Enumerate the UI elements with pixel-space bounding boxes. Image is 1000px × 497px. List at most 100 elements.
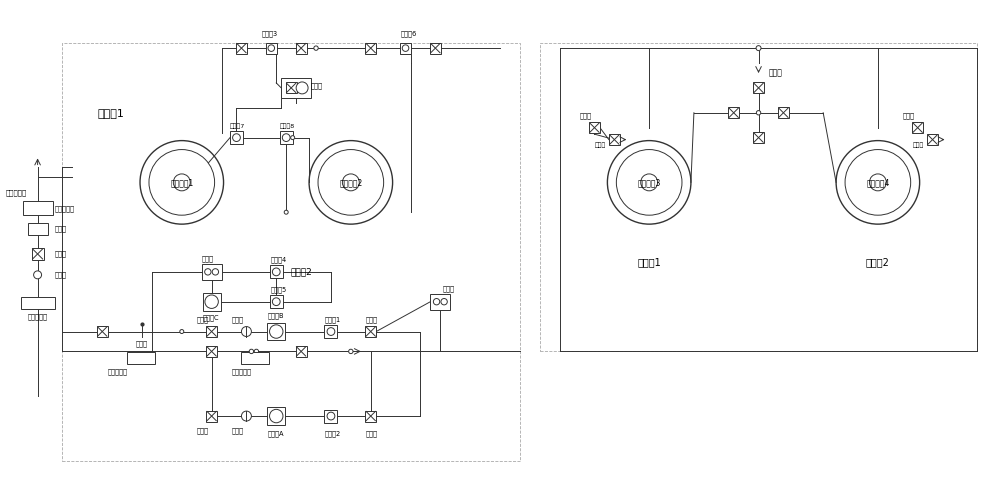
Text: 配液桶1: 配液桶1 <box>97 108 124 118</box>
Circle shape <box>241 411 251 421</box>
Circle shape <box>641 174 658 191</box>
Text: 智能传感器: 智能传感器 <box>232 368 252 375</box>
Bar <box>296 346 307 357</box>
Bar <box>270 265 283 278</box>
Circle shape <box>254 349 259 353</box>
Bar <box>28 223 48 235</box>
Circle shape <box>291 136 295 140</box>
Bar <box>23 201 53 215</box>
Bar <box>270 295 283 308</box>
Bar <box>609 134 620 145</box>
Text: 抽液泵A: 抽液泵A <box>267 431 284 437</box>
Circle shape <box>314 46 318 50</box>
Bar <box>778 107 789 118</box>
Text: 抽液泵C: 抽液泵C <box>203 314 219 321</box>
Bar <box>365 411 376 421</box>
Bar <box>912 122 923 133</box>
Text: 手动阀: 手动阀 <box>197 428 209 434</box>
Text: 液位计: 液位计 <box>136 340 148 347</box>
Circle shape <box>180 330 184 333</box>
Bar <box>753 83 764 93</box>
Text: 电磁阀4: 电磁阀4 <box>270 256 287 263</box>
Bar <box>230 131 243 144</box>
Bar <box>206 411 217 421</box>
Bar <box>324 410 337 422</box>
Circle shape <box>249 349 254 353</box>
Text: 冷凝水: 冷凝水 <box>768 69 782 78</box>
Bar <box>241 352 269 364</box>
Bar <box>365 326 376 337</box>
Circle shape <box>149 150 215 215</box>
Text: 单向阀: 单向阀 <box>232 316 244 323</box>
Circle shape <box>241 327 251 336</box>
Bar <box>430 43 441 54</box>
Text: 智能传感器: 智能传感器 <box>107 368 127 375</box>
Circle shape <box>284 210 288 214</box>
Text: 电磁阀2: 电磁阀2 <box>325 431 341 437</box>
Bar <box>400 43 411 54</box>
Bar <box>62 43 520 351</box>
Bar <box>296 43 307 54</box>
Bar <box>203 293 221 311</box>
Text: 电磁流量表: 电磁流量表 <box>55 205 75 212</box>
Bar <box>430 294 450 310</box>
Text: 输液主管道: 输液主管道 <box>6 189 27 196</box>
Circle shape <box>318 150 384 215</box>
Bar <box>927 134 938 145</box>
Text: 电磁阀7: 电磁阀7 <box>230 124 245 130</box>
Bar <box>236 43 247 54</box>
Bar <box>202 264 222 280</box>
Text: 放液管: 放液管 <box>55 250 67 257</box>
Text: 手动阀: 手动阀 <box>594 143 606 149</box>
Text: 电磁阀5: 电磁阀5 <box>270 286 287 293</box>
Text: 手动阀: 手动阀 <box>366 316 378 323</box>
Text: 智能传感器: 智能传感器 <box>28 313 48 320</box>
Bar <box>21 297 55 309</box>
Circle shape <box>607 141 691 224</box>
Bar <box>206 326 217 337</box>
Bar <box>540 43 977 351</box>
Bar <box>589 122 600 133</box>
Circle shape <box>845 150 911 215</box>
Bar <box>267 407 285 425</box>
Text: 配液桶2: 配液桶2 <box>290 267 312 276</box>
Bar <box>97 326 108 337</box>
Bar <box>286 83 297 93</box>
Text: 过滤器: 过滤器 <box>202 255 214 262</box>
Circle shape <box>173 174 190 191</box>
Text: 单向阀: 单向阀 <box>232 428 244 434</box>
Circle shape <box>309 141 393 224</box>
Text: 手动阀: 手动阀 <box>580 112 592 119</box>
Text: 原液桶1: 原液桶1 <box>637 257 661 267</box>
Text: 手动阀: 手动阀 <box>197 316 209 323</box>
Text: 电磁阀8: 电磁阀8 <box>280 124 295 130</box>
Bar <box>280 131 293 144</box>
Text: 电磁阀3: 电磁阀3 <box>261 30 277 36</box>
Circle shape <box>296 82 308 94</box>
Circle shape <box>756 46 761 51</box>
Circle shape <box>342 174 359 191</box>
Circle shape <box>140 141 224 224</box>
Bar <box>266 43 277 54</box>
Circle shape <box>34 271 42 279</box>
Text: 电磁阀6: 电磁阀6 <box>401 30 417 36</box>
Text: 手动阀: 手动阀 <box>366 431 378 437</box>
Bar <box>728 107 739 118</box>
Text: 电磁阀1: 电磁阀1 <box>325 316 341 323</box>
Text: 过滤器: 过滤器 <box>442 285 454 292</box>
Text: 搅拌电机1: 搅拌电机1 <box>170 178 193 187</box>
Bar <box>62 351 520 461</box>
Text: 补液泵: 补液泵 <box>311 83 323 89</box>
Circle shape <box>616 150 682 215</box>
Circle shape <box>349 349 353 353</box>
Bar <box>753 132 764 143</box>
Circle shape <box>836 141 920 224</box>
Bar <box>267 323 285 340</box>
Bar <box>324 325 337 338</box>
Text: 抽液泵B: 抽液泵B <box>267 312 284 319</box>
Text: 手动阀: 手动阀 <box>913 143 924 149</box>
Text: 止水阀: 止水阀 <box>55 226 67 233</box>
Circle shape <box>756 110 761 115</box>
Text: 搅拌电机2: 搅拌电机2 <box>339 178 362 187</box>
Bar <box>32 248 44 260</box>
